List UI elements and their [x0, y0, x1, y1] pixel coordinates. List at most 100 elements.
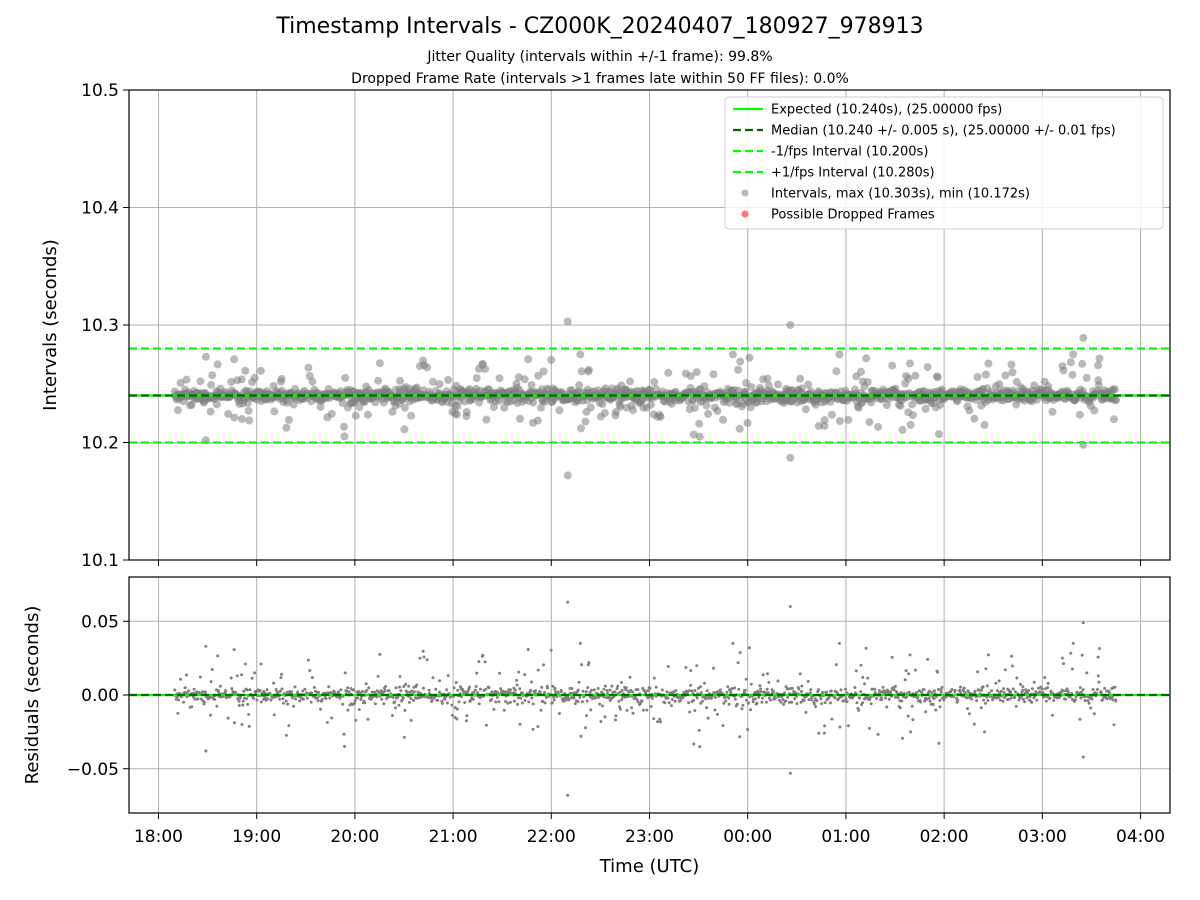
- interval-point: [1044, 382, 1053, 391]
- legend-entry-label: Possible Dropped Frames: [771, 208, 935, 223]
- residual-point: [713, 708, 717, 712]
- residual-point: [394, 686, 398, 690]
- residual-point: [985, 684, 989, 688]
- x-tick-label: 18:00: [134, 827, 183, 847]
- interval-point: [341, 373, 350, 382]
- residual-point: [986, 699, 990, 702]
- residual-point: [1103, 686, 1107, 690]
- residual-point: [454, 681, 458, 684]
- residual-point: [324, 697, 328, 700]
- residual-point: [536, 725, 540, 728]
- interval-point: [527, 381, 536, 390]
- interval-point: [923, 363, 932, 372]
- residual-point: [358, 691, 362, 695]
- residual-point: [462, 690, 466, 694]
- residual-point: [516, 696, 520, 700]
- residual-point: [346, 686, 350, 690]
- residual-point: [718, 688, 722, 692]
- residual-point: [623, 695, 627, 699]
- residual-point: [631, 690, 635, 694]
- residual-point: [908, 690, 911, 694]
- residual-point: [523, 673, 527, 677]
- residual-point: [396, 695, 400, 699]
- residual-point: [741, 703, 745, 707]
- interval-point: [482, 415, 491, 424]
- residual-point: [440, 701, 444, 705]
- interval-point: [489, 403, 498, 411]
- residual-point: [930, 691, 934, 695]
- residual-point: [269, 698, 273, 702]
- residual-point: [1089, 706, 1093, 710]
- residual-point: [577, 680, 581, 684]
- residual-point: [281, 701, 285, 705]
- interval-point: [692, 368, 701, 377]
- residual-point: [820, 702, 824, 706]
- interval-point: [796, 374, 805, 383]
- interval-point: [529, 398, 538, 407]
- residual-point: [262, 697, 266, 701]
- residual-point: [512, 699, 516, 703]
- residual-point: [730, 687, 734, 691]
- residual-point: [875, 696, 878, 700]
- residual-point: [1030, 700, 1034, 704]
- residual-point: [201, 690, 204, 694]
- interval-point: [888, 361, 897, 370]
- interval-point: [746, 403, 755, 412]
- residual-point: [602, 687, 606, 691]
- residual-point: [1021, 685, 1025, 689]
- residual-point: [699, 685, 702, 689]
- residual-point: [666, 665, 670, 668]
- residual-point: [287, 724, 291, 728]
- residual-point: [330, 716, 334, 720]
- residual-point: [360, 690, 364, 693]
- residual-point: [175, 695, 179, 699]
- residual-point: [380, 697, 384, 701]
- residual-point: [658, 717, 662, 721]
- residual-point: [247, 712, 251, 716]
- residual-point: [665, 690, 669, 694]
- residual-point: [471, 697, 475, 701]
- y-axis-label-top: Intervals (seconds): [40, 239, 61, 411]
- residual-point: [890, 655, 894, 659]
- residual-point: [1090, 697, 1094, 701]
- residual-point: [1035, 698, 1039, 702]
- residual-point: [243, 662, 247, 666]
- interval-point: [338, 398, 347, 407]
- residual-point: [881, 685, 885, 689]
- residual-point: [727, 702, 731, 706]
- residual-point: [566, 695, 570, 699]
- residual-point: [779, 700, 783, 704]
- residual-point: [301, 697, 305, 701]
- residual-point: [698, 745, 702, 749]
- interval-point: [284, 415, 293, 424]
- residual-point: [808, 691, 812, 695]
- residual-point: [807, 698, 811, 702]
- residual-point: [1060, 656, 1064, 660]
- residual-point: [823, 724, 827, 728]
- x-tick-label: 00:00: [723, 827, 772, 847]
- interval-point: [814, 421, 823, 430]
- residual-point: [1065, 687, 1069, 691]
- residual-point: [727, 696, 731, 700]
- y-tick-label-top: 10.4: [81, 199, 119, 219]
- residual-point: [495, 696, 499, 699]
- residual-point: [573, 702, 577, 706]
- residual-point: [259, 662, 263, 666]
- residual-point: [292, 704, 296, 708]
- interval-point: [616, 402, 625, 411]
- residual-point: [312, 686, 316, 689]
- residual-point: [363, 701, 367, 705]
- residual-point: [942, 698, 946, 702]
- residual-point: [405, 690, 409, 694]
- residual-point: [931, 702, 935, 706]
- interval-point: [1094, 361, 1103, 370]
- residual-point: [248, 688, 252, 692]
- residual-point: [889, 690, 893, 694]
- residual-point: [570, 687, 574, 691]
- legend-dot-swatch: [741, 210, 749, 218]
- residual-point: [617, 699, 621, 703]
- residual-point: [182, 700, 186, 704]
- residual-point: [788, 771, 792, 775]
- y-tick-label-top: 10.2: [81, 434, 119, 454]
- x-tick-label: 22:00: [527, 827, 576, 847]
